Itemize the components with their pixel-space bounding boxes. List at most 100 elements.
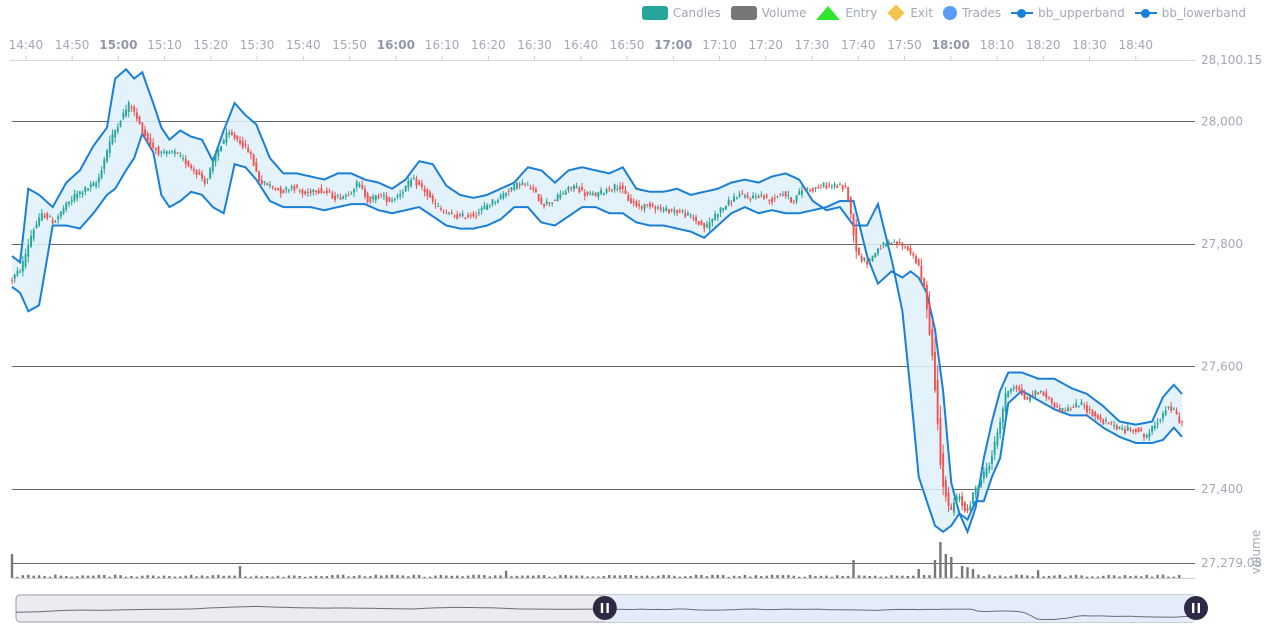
legend-swatch-icon [943, 6, 958, 20]
legend: Candles Volume Entry Exit Trades bb_upperband… [641, 4, 1246, 22]
candle [887, 241, 890, 244]
candle [59, 211, 62, 217]
candle [1172, 408, 1175, 410]
candle [681, 211, 684, 213]
candle [649, 203, 651, 207]
legend-item-entry[interactable]: Entry [816, 6, 877, 20]
navigator-window[interactable] [604, 595, 1196, 622]
volume-bar [162, 575, 166, 578]
volume-bar [618, 575, 622, 578]
candle [901, 243, 904, 247]
candle [657, 207, 659, 209]
volume-bar [575, 575, 578, 578]
candle [974, 487, 977, 495]
candle [757, 195, 760, 198]
candle [711, 219, 714, 223]
candle [733, 196, 735, 202]
candle [488, 204, 491, 206]
volume-bar [863, 575, 866, 578]
candle [942, 453, 945, 487]
candle [106, 150, 108, 162]
candle [211, 160, 214, 172]
legend-item-bb_upperband[interactable]: bb_upperband [1011, 6, 1125, 20]
legend-item-bb_lowerband[interactable]: bb_lowerband [1134, 6, 1246, 20]
candle [806, 188, 809, 190]
volume-bar [200, 575, 204, 578]
candle [1105, 419, 1107, 421]
candle [545, 201, 548, 205]
volume-bar [21, 575, 25, 578]
candle [1077, 406, 1080, 408]
legend-item-candles[interactable]: Candles [641, 6, 721, 20]
volume-bar [244, 576, 247, 578]
candle [608, 188, 611, 190]
bb-lowerband-line [11, 131, 1183, 522]
volume-bar [743, 574, 747, 578]
candle [1121, 428, 1124, 430]
volume-bar [1064, 576, 1067, 578]
volume-bar [559, 575, 562, 578]
volume-bar [1102, 575, 1105, 578]
candle [92, 182, 95, 187]
candle [779, 193, 782, 195]
volume-bar [385, 575, 388, 578]
volume-bar [1085, 576, 1089, 578]
candle [154, 148, 157, 151]
candle [993, 441, 996, 455]
navigator-handle-right[interactable] [1184, 596, 1208, 620]
candle [616, 188, 619, 190]
candle [1115, 425, 1118, 430]
candle [697, 221, 700, 225]
volume-bar [928, 575, 931, 578]
candle [73, 194, 76, 201]
candle [619, 186, 621, 190]
volume-bar [1009, 575, 1013, 578]
candle [350, 192, 353, 194]
candle [678, 210, 681, 212]
candle [825, 185, 828, 189]
volume-bar [836, 575, 839, 578]
candle [391, 200, 393, 202]
candles [11, 100, 1183, 517]
volume-bar [314, 575, 318, 578]
volume-bar [37, 575, 41, 578]
volume-bar [466, 575, 470, 578]
volume-bar [993, 576, 996, 578]
volume-bar [130, 576, 133, 578]
candle [486, 205, 488, 210]
volume-bar [950, 557, 953, 578]
volume-bar [271, 576, 274, 578]
legend-item-trades[interactable]: Trades [943, 6, 1001, 20]
volume-bar [190, 574, 193, 578]
candle [133, 106, 136, 112]
volume-bar [580, 575, 584, 578]
volume-bar [1107, 574, 1110, 578]
x-tick-label: 17:20 [748, 38, 783, 52]
volume-bar [591, 576, 595, 578]
candle [1175, 410, 1178, 415]
navigator[interactable] [15, 594, 1208, 623]
candle [108, 141, 111, 153]
candle [839, 184, 841, 186]
volume-bar [276, 575, 280, 578]
legend-item-exit[interactable]: Exit [887, 4, 933, 22]
candle [592, 193, 594, 195]
candle [795, 195, 798, 202]
candle [969, 504, 972, 510]
legend-item-volume[interactable]: Volume [730, 6, 806, 20]
navigator-handle-left[interactable] [592, 596, 617, 620]
volume-bar [787, 575, 790, 578]
candle [716, 214, 719, 218]
candle [16, 270, 19, 276]
candle [963, 502, 966, 512]
candle [146, 133, 149, 141]
candle [315, 190, 317, 192]
volume-bar [1129, 576, 1132, 578]
candle [773, 198, 776, 200]
candle [334, 195, 336, 201]
volume-bar [439, 574, 443, 578]
candle [763, 196, 765, 199]
candle [309, 190, 312, 194]
candle [684, 212, 687, 217]
candle [87, 188, 89, 190]
